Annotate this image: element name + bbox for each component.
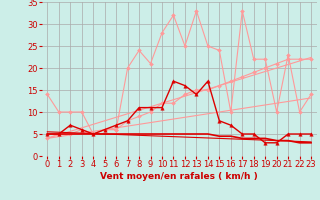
X-axis label: Vent moyen/en rafales ( km/h ): Vent moyen/en rafales ( km/h ) (100, 172, 258, 181)
